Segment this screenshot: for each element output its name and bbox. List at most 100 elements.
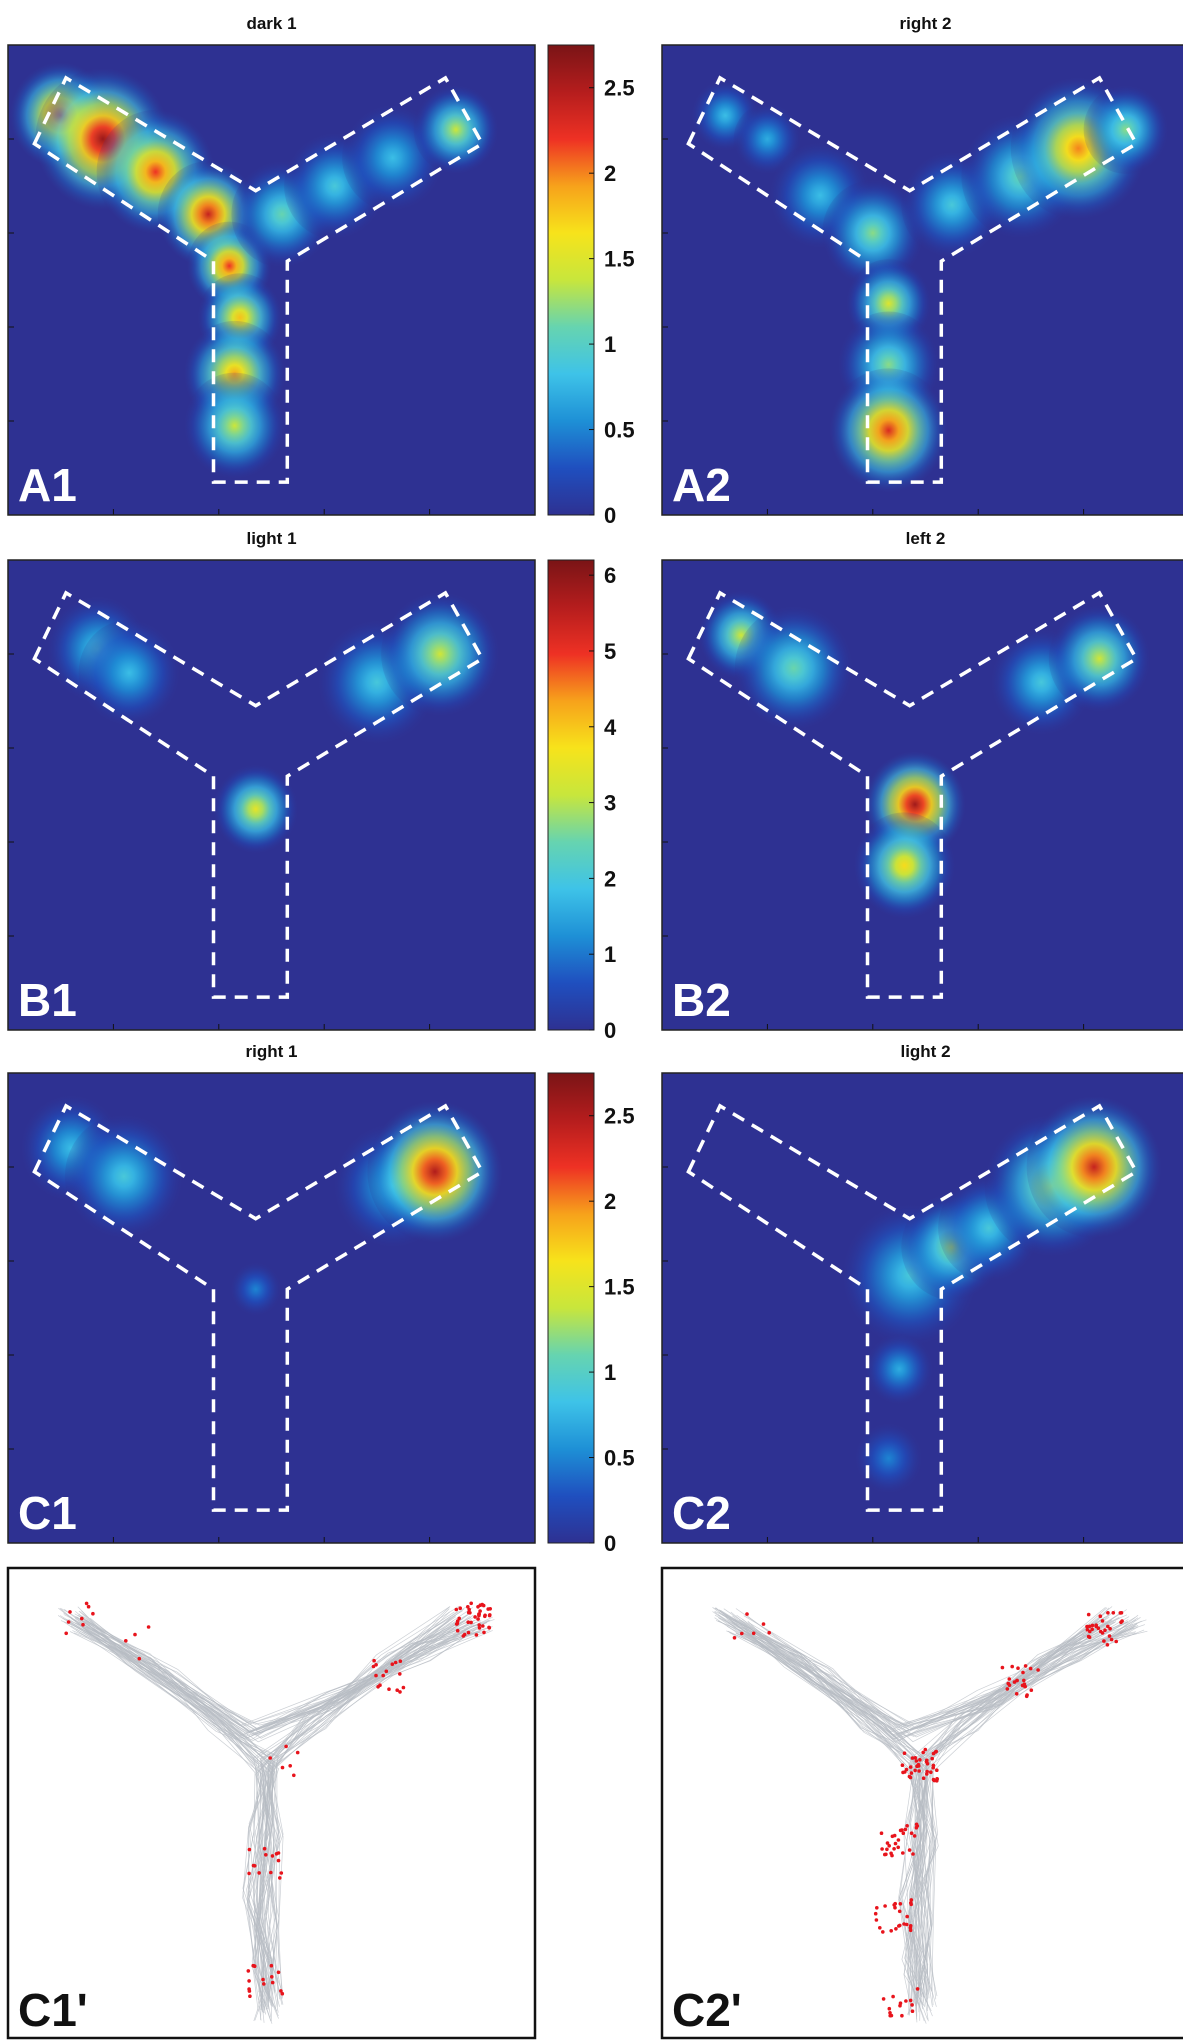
spike-point — [905, 1824, 909, 1828]
spike-point — [901, 1771, 905, 1775]
panel-title: left 2 — [906, 529, 946, 548]
spike-point — [910, 1898, 914, 1902]
spike-point — [1008, 1677, 1012, 1681]
panel-label: C2' — [672, 1984, 742, 2036]
spike-point — [880, 1847, 884, 1851]
spike-point — [1021, 1671, 1025, 1675]
spike-point — [133, 1633, 137, 1637]
spike-point — [921, 1751, 925, 1755]
spike-point — [875, 1918, 879, 1922]
spike-point — [905, 1768, 909, 1772]
spike-point — [480, 1603, 484, 1607]
spike-point — [934, 1750, 938, 1754]
spike-point — [68, 1610, 72, 1614]
spike-point — [261, 1978, 265, 1982]
colorbar-tick-label: 3 — [604, 791, 616, 816]
spike-point — [880, 1831, 884, 1835]
spike-point — [252, 1864, 256, 1868]
spike-point — [482, 1631, 486, 1635]
spike-point — [1022, 1684, 1026, 1688]
spike-point — [896, 1846, 900, 1850]
panel-title: dark 1 — [246, 14, 296, 33]
spike-point — [469, 1602, 473, 1606]
spike-point — [762, 1622, 766, 1626]
spike-point — [268, 1756, 272, 1760]
spike-point — [378, 1683, 382, 1687]
spike-point — [292, 1774, 296, 1778]
spike-point — [275, 1852, 279, 1856]
spike-point — [372, 1659, 376, 1663]
spike-point — [745, 1612, 749, 1616]
spike-point — [904, 1999, 908, 2003]
spike-point — [767, 1631, 771, 1635]
spike-point — [1099, 1614, 1103, 1618]
colorbar-gradient — [548, 560, 594, 1030]
spike-point — [281, 1992, 285, 1996]
spike-point — [915, 1826, 919, 1830]
heatmap-hotspot — [1027, 1096, 1162, 1238]
spike-point — [1015, 1692, 1019, 1696]
colorbar-tick-label: 2 — [604, 161, 616, 186]
colorbar-row2: 0 1 2 3 4 5 6 — [548, 560, 617, 1043]
spike-point — [277, 1859, 281, 1863]
spike-point — [909, 1999, 913, 2003]
spike-point — [1022, 1679, 1026, 1683]
spike-point — [467, 1631, 471, 1635]
spike-point — [908, 1775, 912, 1779]
spike-point — [905, 1923, 909, 1927]
spike-point — [281, 1766, 285, 1770]
colorbar-tick-label: 5 — [604, 639, 616, 664]
heatmap-hotspot — [214, 765, 298, 854]
spike-point — [913, 1769, 917, 1773]
spike-point — [476, 1617, 480, 1621]
spike-point — [395, 1688, 399, 1692]
panel-C1: C1 right 1 — [8, 1042, 535, 1543]
spike-point — [80, 1617, 84, 1621]
panel-title: right 1 — [246, 1042, 298, 1061]
spike-point — [296, 1751, 300, 1755]
colorbar-tick-label: 2.5 — [604, 76, 635, 101]
spike-point — [81, 1623, 85, 1627]
panel-label: A1 — [18, 459, 77, 511]
spike-point — [399, 1659, 403, 1663]
spike-point — [270, 1975, 274, 1979]
spike-point — [248, 1994, 252, 1998]
spike-point — [1106, 1611, 1110, 1615]
spike-point — [1029, 1667, 1033, 1671]
spike-point — [67, 1620, 71, 1624]
spike-point — [874, 1912, 878, 1916]
spike-point — [899, 1829, 903, 1833]
panel-C2: C2light 2 — [662, 1042, 1183, 1543]
spike-point — [488, 1626, 492, 1630]
colorbar-row3: 00.511.522.5 — [548, 1073, 635, 1556]
spike-point — [262, 1982, 266, 1986]
spike-point — [905, 1915, 909, 1919]
colorbar-tick-label: 0.5 — [604, 1446, 635, 1471]
spike-point — [257, 1871, 261, 1875]
spike-point — [889, 1929, 893, 1933]
spike-point — [271, 1981, 275, 1985]
spike-point — [911, 1756, 915, 1760]
panel-title: right 2 — [900, 14, 952, 33]
spike-point — [891, 1835, 895, 1839]
spike-point — [271, 1854, 275, 1858]
spike-point — [910, 1771, 914, 1775]
colorbar-tick-label: 0 — [604, 1531, 616, 1556]
spike-point — [247, 1872, 251, 1876]
spike-point — [897, 1924, 901, 1928]
spike-point — [394, 1661, 398, 1665]
colorbar-tick-label: 2 — [604, 1189, 616, 1214]
spike-point — [925, 1772, 929, 1776]
spike-point — [881, 1930, 885, 1934]
panel-C1p: C1' — [8, 1568, 535, 2038]
spike-point — [467, 1611, 471, 1615]
spike-point — [469, 1621, 473, 1625]
spike-point — [1001, 1666, 1005, 1670]
spike-point — [922, 1776, 926, 1780]
spike-point — [124, 1639, 128, 1643]
spike-point — [1112, 1611, 1116, 1615]
heatmap-hotspot — [381, 592, 499, 716]
spike-point — [925, 1759, 929, 1763]
spike-point — [391, 1662, 395, 1666]
spike-point — [909, 1929, 913, 1933]
